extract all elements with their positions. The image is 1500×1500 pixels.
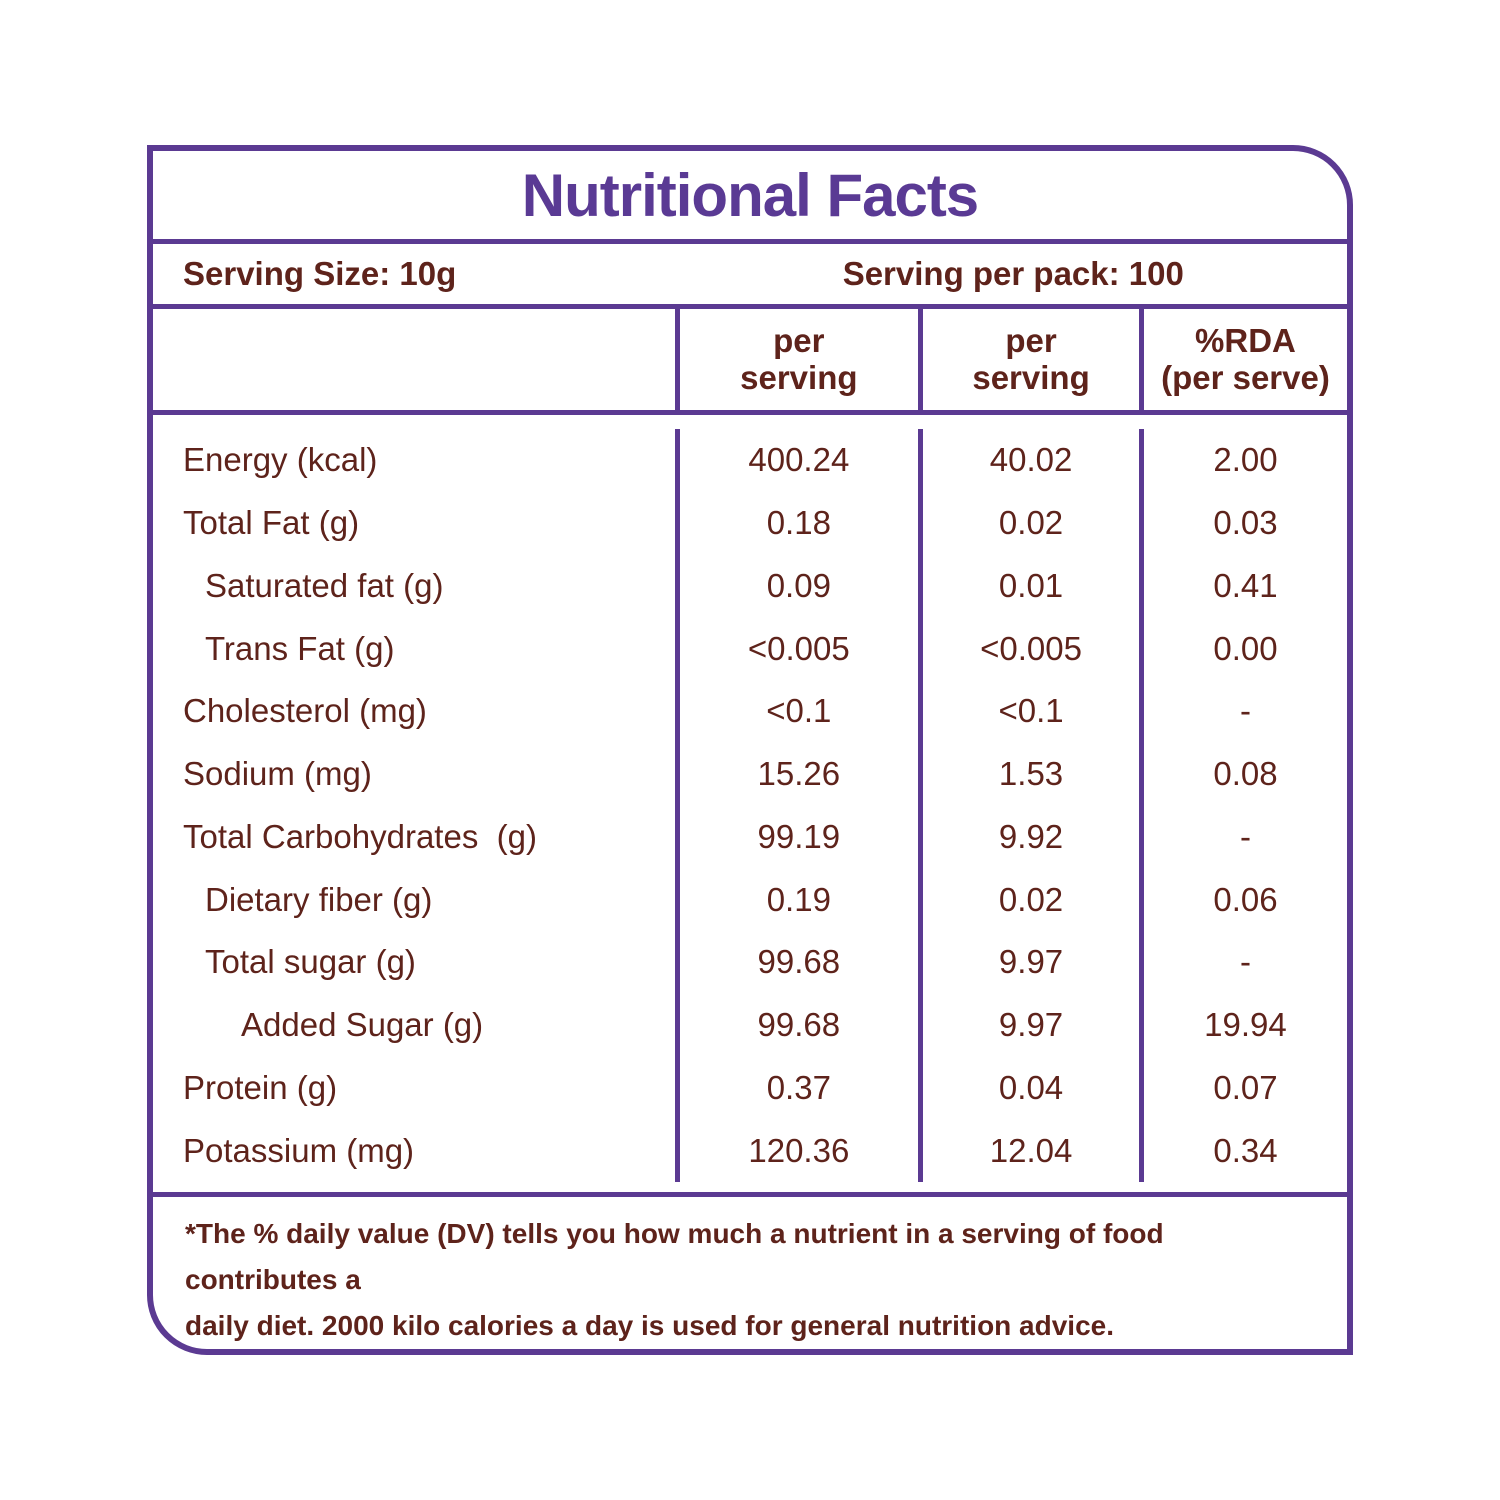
value-cell: 0.18 xyxy=(680,491,924,555)
header-line: per xyxy=(1005,321,1057,359)
table-row-total-fat: Total Fat (g) 0.18 0.02 0.03 xyxy=(153,491,1347,555)
row-label: Energy (kcal) xyxy=(183,441,378,479)
value-cell: 0.34 xyxy=(1213,1131,1278,1169)
title-bar: Nutritional Facts xyxy=(153,151,1347,244)
value-cell: - xyxy=(1239,943,1251,981)
row-label: Total Carbohydrates (g) xyxy=(183,817,537,855)
table-row-cholesterol: Cholesterol (mg) <0.1 <0.1 - xyxy=(153,680,1347,743)
value-cell: 0.04 xyxy=(923,1056,1144,1120)
value-cell: 15.26 xyxy=(680,742,924,806)
table-row-trans-fat: Trans Fat (g) <0.005 <0.005 0.00 xyxy=(153,617,1347,680)
row-label: Saturated fat (g) xyxy=(205,566,444,604)
value-cell: 0.09 xyxy=(680,554,924,618)
value-cell: 9.97 xyxy=(923,993,1144,1057)
value-cell: 120.36 xyxy=(680,1119,924,1182)
table-row-total-carbohydrates: Total Carbohydrates (g) 99.19 9.92 - xyxy=(153,805,1347,869)
nutrition-facts-card: Nutritional Facts Serving Size: 10g Serv… xyxy=(147,145,1353,1355)
daily-value-footnote: *The % daily value (DV) tells you how mu… xyxy=(153,1197,1347,1349)
value-cell: 40.02 xyxy=(923,429,1144,492)
footnote-line-2: daily diet. 2000 kilo calories a day is … xyxy=(185,1310,1115,1341)
table-row-potassium: Potassium (mg) 120.36 12.04 0.34 xyxy=(153,1119,1347,1182)
footnote-line-1: *The % daily value (DV) tells you how mu… xyxy=(185,1218,1164,1295)
value-cell: 99.19 xyxy=(680,805,924,869)
value-cell: 0.03 xyxy=(1213,504,1278,542)
row-label: Trans Fat (g) xyxy=(205,629,395,667)
column-header-per-serving-2: per serving xyxy=(923,309,1144,410)
value-cell: <0.1 xyxy=(923,680,1144,743)
serving-size-label: Serving Size: 10g xyxy=(183,255,457,292)
value-cell: 0.00 xyxy=(1213,629,1278,667)
table-row-energy: Energy (kcal) 400.24 40.02 2.00 xyxy=(153,429,1347,492)
header-spacer xyxy=(153,309,680,410)
table-row-saturated-fat: Saturated fat (g) 0.09 0.01 0.41 xyxy=(153,554,1347,618)
value-cell: - xyxy=(1239,692,1251,730)
table-row-total-sugar: Total sugar (g) 99.68 9.97 - xyxy=(153,931,1347,994)
value-cell: 0.19 xyxy=(680,868,924,931)
header-line: %RDA xyxy=(1195,321,1296,359)
table-body: Energy (kcal) 400.24 40.02 2.00 Total Fa… xyxy=(153,415,1347,1197)
table-row-dietary-fiber: Dietary fiber (g) 0.19 0.02 0.06 xyxy=(153,868,1347,931)
value-cell: 9.97 xyxy=(923,931,1144,994)
value-cell: 2.00 xyxy=(1213,441,1278,479)
header-line: serving xyxy=(972,358,1090,396)
value-cell: 0.02 xyxy=(923,868,1144,931)
value-cell: 0.06 xyxy=(1213,880,1278,918)
value-cell: 12.04 xyxy=(923,1119,1144,1182)
value-cell: 1.53 xyxy=(923,742,1144,806)
header-line: serving xyxy=(740,358,858,396)
value-cell: <0.1 xyxy=(680,680,924,743)
row-label: Total sugar (g) xyxy=(205,943,416,981)
value-cell: 0.37 xyxy=(680,1056,924,1120)
column-header-rda: %RDA (per serve) xyxy=(1144,309,1347,410)
value-cell: 0.01 xyxy=(923,554,1144,618)
value-cell: 9.92 xyxy=(923,805,1144,869)
value-cell: <0.005 xyxy=(680,617,924,680)
value-cell: 19.94 xyxy=(1204,1006,1287,1044)
value-cell: 400.24 xyxy=(680,429,924,492)
table-header-row: per serving per serving %RDA (per serve) xyxy=(153,309,1347,415)
header-line: per xyxy=(773,321,825,359)
table-row-added-sugar: Added Sugar (g) 99.68 9.97 19.94 xyxy=(153,993,1347,1057)
header-line: (per serve) xyxy=(1161,358,1330,396)
row-label: Potassium (mg) xyxy=(183,1131,415,1169)
value-cell: 99.68 xyxy=(680,931,924,994)
table-row-protein: Protein (g) 0.37 0.04 0.07 xyxy=(153,1056,1347,1120)
value-cell: 0.41 xyxy=(1213,566,1278,604)
value-cell: 0.02 xyxy=(923,491,1144,555)
value-cell: 0.08 xyxy=(1213,755,1278,793)
serving-per-pack-label: Serving per pack: 100 xyxy=(842,255,1184,292)
value-cell: <0.005 xyxy=(923,617,1144,680)
row-label: Protein (g) xyxy=(183,1068,338,1106)
value-cell: 0.07 xyxy=(1213,1068,1278,1106)
value-cell: 99.68 xyxy=(680,993,924,1057)
page-title: Nutritional Facts xyxy=(521,161,979,229)
value-cell: - xyxy=(1239,817,1251,855)
serving-info-row: Serving Size: 10g Serving per pack: 100 xyxy=(153,244,1347,309)
row-label: Sodium (mg) xyxy=(183,755,372,793)
table-row-sodium: Sodium (mg) 15.26 1.53 0.08 xyxy=(153,742,1347,806)
column-header-per-serving-1: per serving xyxy=(680,309,924,410)
row-label: Cholesterol (mg) xyxy=(183,692,427,730)
row-label: Added Sugar (g) xyxy=(241,1006,484,1044)
row-label: Total Fat (g) xyxy=(183,504,360,542)
row-label: Dietary fiber (g) xyxy=(205,880,433,918)
